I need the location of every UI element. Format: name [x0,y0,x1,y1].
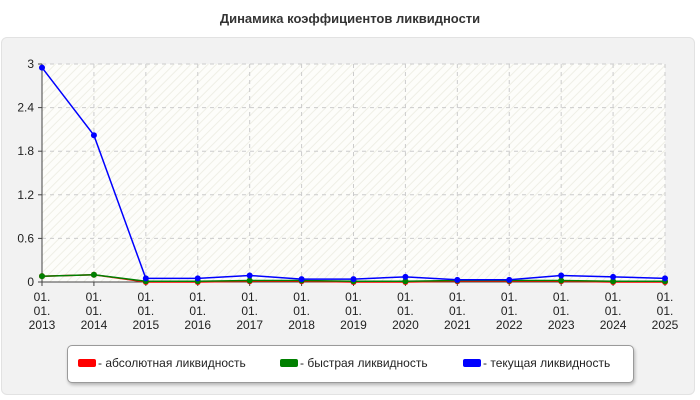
data-point [350,276,357,283]
data-point [246,272,253,279]
data-point [246,277,253,284]
series [39,64,668,285]
data-point [90,132,97,139]
legend-swatch-quick [280,359,298,367]
x-tick-label: 01. 01. 2015 [132,290,159,332]
x-tick-label: 01. 01. 2019 [340,290,367,332]
y-tick-label: 0 [27,275,34,289]
data-point [402,278,409,285]
legend-label-quick: - быстрая ликвидность [300,356,428,370]
data-point [506,276,513,283]
x-tick-label: 01. 01. 2021 [444,290,471,332]
legend-item-quick: - быстрая ликвидность [280,356,428,370]
data-point [298,276,305,283]
legend-label-absolute: - абсолютная ликвидность [98,356,246,370]
x-tick-label: 01. 01. 2023 [548,290,575,332]
y-tick-label: 1.8 [17,144,34,158]
x-tick-label: 01. 01. 2024 [600,290,627,332]
data-point [454,276,461,283]
data-point [558,272,565,279]
data-point [142,275,149,282]
x-tick-label: 01. 01. 2018 [288,290,315,332]
data-point [39,273,45,280]
y-tick-label: 1.2 [17,188,34,202]
y-tick-label: 2.4 [17,101,34,115]
data-point [90,271,97,278]
data-point [610,273,617,280]
data-point [662,275,668,282]
y-tick-label: 3 [27,57,34,71]
x-tick-label: 01. 01. 2025 [652,290,679,332]
legend-label-current: - текущая ликвидность [483,356,611,370]
data-point [610,278,617,285]
x-tick-label: 01. 01. 2013 [29,290,56,332]
data-point [558,277,565,284]
data-point [194,275,201,282]
legend-item-current: - текущая ликвидность [463,356,610,370]
chart-title: Динамика коэффициентов ликвидности [219,11,481,26]
series-2 [39,64,668,283]
legend-item-absolute: - абсолютная ликвидность [78,356,246,370]
legend-swatch-absolute [78,359,96,367]
x-tick-label: 01. 01. 2020 [392,290,419,332]
legend: - абсолютная ликвидность - быстрая ликви… [67,345,634,383]
data-point [402,273,409,280]
data-point [39,64,45,71]
plot-area [42,64,665,282]
x-tick-label: 01. 01. 2016 [184,290,211,332]
x-tick-label: 01. 01. 2022 [496,290,523,332]
x-tick-label: 01. 01. 2014 [81,290,108,332]
legend-swatch-current [463,359,481,367]
grid [38,63,666,283]
y-tick-label: 0.6 [17,231,34,245]
x-tick-label: 01. 01. 2017 [236,290,263,332]
x-tick-labels: 01. 01. 2013 01. 01. 2014 01. 01. 2015 01. 01. 2016… [29,282,679,332]
y-tick-labels: 0 0.6 1.2 1.8 2.4 3 [17,57,34,289]
